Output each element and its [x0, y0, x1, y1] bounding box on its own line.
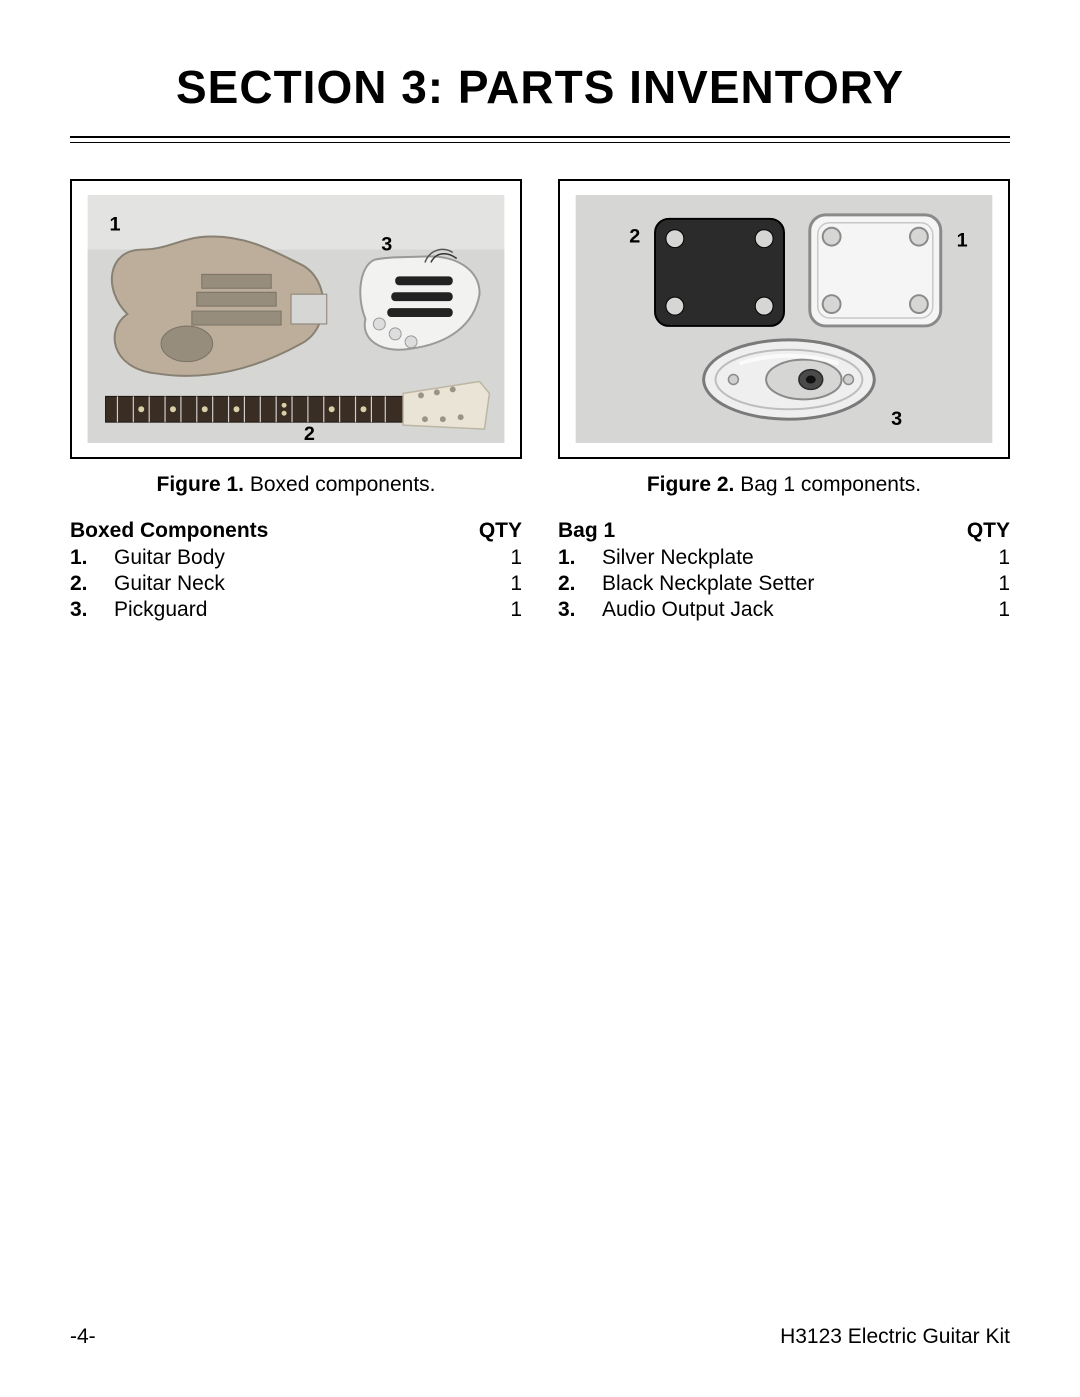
figure-2-caption: Figure 2. Bag 1 components. — [558, 473, 1010, 497]
fig2-label-1: 1 — [957, 230, 968, 252]
section-rule — [70, 136, 1010, 143]
page-number: -4- — [70, 1325, 96, 1349]
output-jack-shape — [704, 340, 875, 419]
row-qty: 1 — [946, 545, 1010, 571]
row-qty: 1 — [946, 571, 1010, 597]
row-name: Guitar Neck — [114, 571, 458, 597]
figure-2-caption-bold: Figure 2. — [647, 473, 735, 496]
row-name: Pickguard — [114, 597, 458, 623]
fig2-label-2: 2 — [629, 226, 640, 248]
row-qty: 1 — [458, 597, 522, 623]
table1-header-name: Boxed Components — [70, 519, 458, 545]
table2-header-name: Bag 1 — [558, 519, 946, 545]
row-num: 1. — [558, 545, 602, 571]
row-name: Audio Output Jack — [602, 597, 946, 623]
fig1-label-3: 3 — [381, 234, 392, 256]
row-num: 3. — [558, 597, 602, 623]
row-name: Guitar Body — [114, 545, 458, 571]
left-column: 1 3 2 Figure 1. Boxed components. Boxed … — [70, 179, 522, 623]
black-neckplate-shape — [655, 219, 784, 326]
row-qty: 1 — [458, 571, 522, 597]
row-num: 2. — [558, 571, 602, 597]
figure-2-svg: 2 1 3 — [574, 195, 994, 443]
row-qty: 1 — [458, 545, 522, 571]
fig1-label-1: 1 — [110, 214, 121, 236]
table-row: 1. Guitar Body 1 — [70, 545, 522, 571]
figure-1-caption: Figure 1. Boxed components. — [70, 473, 522, 497]
figure-2-caption-rest: Bag 1 components. — [734, 473, 921, 496]
table2-header-qty: QTY — [946, 519, 1010, 545]
table-row: 2. Guitar Neck 1 — [70, 571, 522, 597]
silver-neckplate-shape — [810, 215, 941, 326]
table1-header-qty: QTY — [458, 519, 522, 545]
figure-1-svg: 1 3 2 — [86, 195, 506, 443]
table1-body: 1. Guitar Body 1 2. Guitar Neck 1 3. Pic… — [70, 545, 522, 623]
row-qty: 1 — [946, 597, 1010, 623]
right-column: 2 1 3 Figure 2. Bag 1 components. Bag 1 … — [558, 179, 1010, 623]
section-title: SECTION 3: PARTS INVENTORY — [70, 60, 1010, 114]
fig2-label-3: 3 — [891, 408, 902, 430]
figure-1-box: 1 3 2 — [70, 179, 522, 459]
row-num: 2. — [70, 571, 114, 597]
boxed-components-table: Boxed Components QTY 1. Guitar Body 1 2.… — [70, 519, 522, 623]
table-row: 1. Silver Neckplate 1 — [558, 545, 1010, 571]
content-columns: 1 3 2 Figure 1. Boxed components. Boxed … — [70, 179, 1010, 623]
table-row: 2. Black Neckplate Setter 1 — [558, 571, 1010, 597]
table-row: 3. Pickguard 1 — [70, 597, 522, 623]
row-name: Silver Neckplate — [602, 545, 946, 571]
table-row: 3. Audio Output Jack 1 — [558, 597, 1010, 623]
row-num: 1. — [70, 545, 114, 571]
bag1-table: Bag 1 QTY 1. Silver Neckplate 1 2. Black… — [558, 519, 1010, 623]
row-name: Black Neckplate Setter — [602, 571, 946, 597]
doc-title: H3123 Electric Guitar Kit — [780, 1325, 1010, 1349]
page-footer: -4- H3123 Electric Guitar Kit — [70, 1325, 1010, 1349]
row-num: 3. — [70, 597, 114, 623]
fig1-label-2: 2 — [304, 423, 315, 443]
figure-1-caption-bold: Figure 1. — [157, 473, 245, 496]
figure-2-box: 2 1 3 — [558, 179, 1010, 459]
table2-body: 1. Silver Neckplate 1 2. Black Neckplate… — [558, 545, 1010, 623]
figure-1-caption-rest: Boxed components. — [244, 473, 435, 496]
